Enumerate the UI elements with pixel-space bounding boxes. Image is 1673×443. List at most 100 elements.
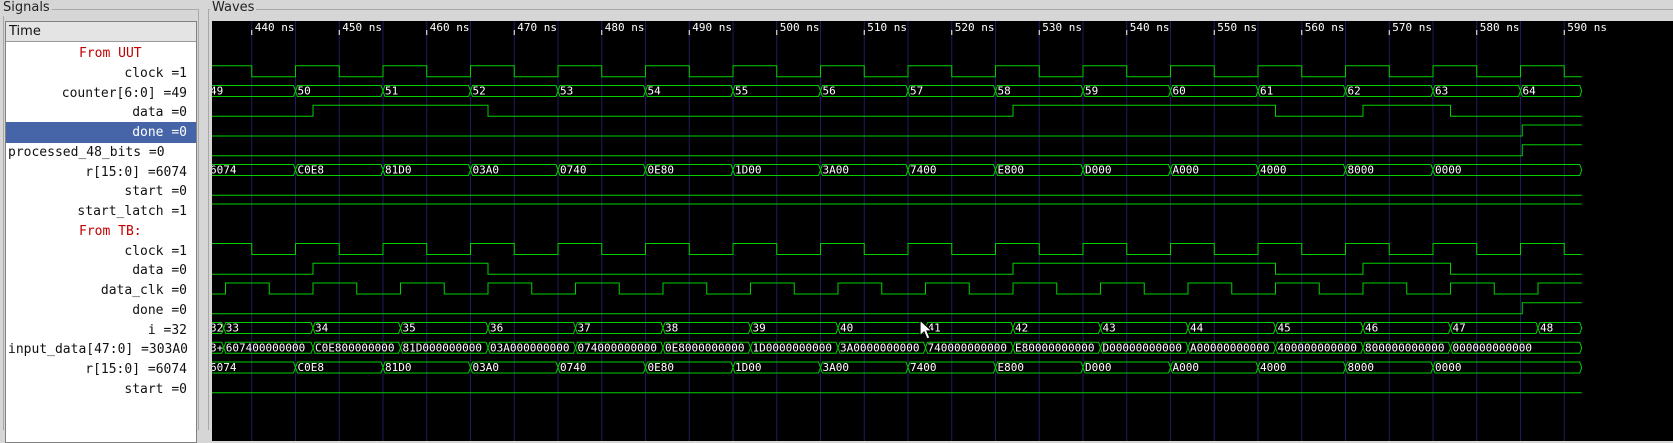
signal-group-label[interactable]: From UUT [6,43,196,64]
bus-value: 43 [1103,322,1116,335]
bus-value: 38 [665,322,678,335]
mouse-pointer-icon [919,319,934,340]
bus-value: 37 [578,322,591,335]
signal-row[interactable]: data =0 [6,260,196,281]
bit-waveform [212,65,1582,78]
bus-value: 03A000000000 [490,341,569,354]
time-label: 440 ns [255,21,295,34]
signal-row[interactable]: clock =1 [6,63,196,84]
signal-name: start_latch =1 [77,204,187,219]
bus-value: 48 [1540,322,1553,335]
signal-row[interactable]: clock =1 [6,241,196,262]
bit-waveform [212,302,1582,315]
bus-segment [212,85,297,97]
bus-segment [1432,164,1583,176]
signal-row[interactable]: r[15:0] =6074 [6,162,196,183]
bus-value: 000000000000 [1453,341,1532,354]
signal-row[interactable]: done =0 [6,122,196,143]
bus-value: 40 [840,322,853,335]
signal-row[interactable]: start =0 [6,379,196,400]
bus-value: D000 [1085,361,1112,374]
signal-name: done =0 [132,302,187,318]
signal-name: counter[6:0] =49 [61,85,187,101]
bus-value: A00000000000 [1190,341,1269,354]
bus-value: 62 [1348,85,1361,98]
bus-value: 0E8000000000 [665,341,744,354]
bus-value: 3A00 [823,164,850,177]
bus-value: 7400 [910,164,937,177]
bus-value: 49 [212,85,223,98]
signal-row[interactable]: counter[6:0] =49 [6,83,196,104]
signal-list[interactable]: Time From UUT clock =1 counter[6:0] =49 dat… [5,21,197,443]
signal-row[interactable]: start =0 [6,181,196,202]
time-grid [251,21,1565,441]
time-label: 510 ns [867,21,907,34]
bus-value: 54 [648,85,662,98]
bus-value: 4000 [1260,361,1287,374]
waveform-traces: 49 50 51 52 53 54 55 56 57 58 59 60 61 62 63 64 6074 C0E8… [212,65,1583,394]
bit-waveform [212,282,1582,295]
signal-row[interactable]: start_latch =1 [6,201,196,222]
bus-value: 35 [403,322,416,335]
signal-name: data =0 [132,105,187,121]
bus-value: 55 [735,85,748,98]
bus-value: 81D0 [385,361,412,374]
signal-row[interactable]: done =0 [6,300,196,321]
signal-row[interactable]: processed_48_bits =0 [6,142,196,163]
time-ruler: 440 ns 450 ns 460 ns 470 ns 480 ns 490 ns 500 … [251,21,1607,35]
bus-segment [1519,85,1583,97]
bus-value: 0000 [1435,361,1462,374]
time-label: 500 ns [780,21,820,34]
bus-value: 39 [753,322,766,335]
time-label: 480 ns [605,21,645,34]
signal-name: input_data[47:0] =303A0 [8,342,189,358]
bus-value: C0E8 [298,164,325,177]
signal-name: r[15:0] =6074 [85,362,187,377]
time-label: 530 ns [1042,21,1082,34]
signal-group-label[interactable]: From TB: [6,221,196,242]
bus-value: 8000 [1348,361,1375,374]
signal-name: From TB: [79,223,142,239]
bus-value: 57 [910,85,923,98]
bus-value: 6074 [212,361,237,374]
bus-value: 58 [998,85,1011,98]
signal-row[interactable]: i =32 [6,320,196,341]
bus-value: 6074 [212,164,237,177]
time-label: 450 ns [342,21,382,34]
bus-value: 0E80 [648,361,675,374]
bus-value: 0740 [560,361,587,374]
signal-row[interactable]: r[15:0] =6074 [6,359,196,380]
signal-name: data =0 [132,263,187,279]
bus-value: 8000 [1348,164,1375,177]
bus-value: C0E800000000 [315,341,394,354]
bus-value: 61 [1260,85,1273,98]
waveform-canvas[interactable]: 440 ns 450 ns 460 ns 470 ns 480 ns 490 ns 500 … [212,21,1673,441]
bus-segment [1537,322,1583,334]
bus-value: 3A0000000000 [840,341,919,354]
bit-waveform [212,104,1582,117]
bus-value: 1D0000000000 [753,341,832,354]
bus-value: 53 [560,85,573,98]
signal-row[interactable]: data =0 [6,102,196,123]
waveform-viewer[interactable]: 440 ns 450 ns 460 ns 470 ns 480 ns 490 ns 500 … [212,21,1673,441]
bus-value: 400000000000 [1278,341,1357,354]
bus-value: 64 [1523,85,1537,98]
signal-row[interactable]: input_data[47:0] =303A0 [6,339,196,360]
time-label: 590 ns [1567,21,1607,34]
waves-panel-title: Waves [210,0,257,16]
bus-value: 33 [226,322,239,335]
signal-name: From UUT [79,46,142,61]
time-label: 570 ns [1392,21,1432,34]
bit-waveform [212,124,1582,137]
bus-value: 52 [473,85,486,98]
bus-value: 03A0 [473,164,500,177]
bus-value: 36 [490,322,503,335]
time-header[interactable]: Time [6,22,196,42]
signal-row[interactable]: data_clk =0 [6,280,196,301]
signal-name: r[15:0] =6074 [85,164,187,180]
bus-value: 740000000000 [928,341,1007,354]
bus-value: 1D00 [735,361,762,374]
bus-value: C0E8 [298,361,325,374]
signal-name: i =32 [147,322,187,338]
bit-waveform [212,262,1582,275]
